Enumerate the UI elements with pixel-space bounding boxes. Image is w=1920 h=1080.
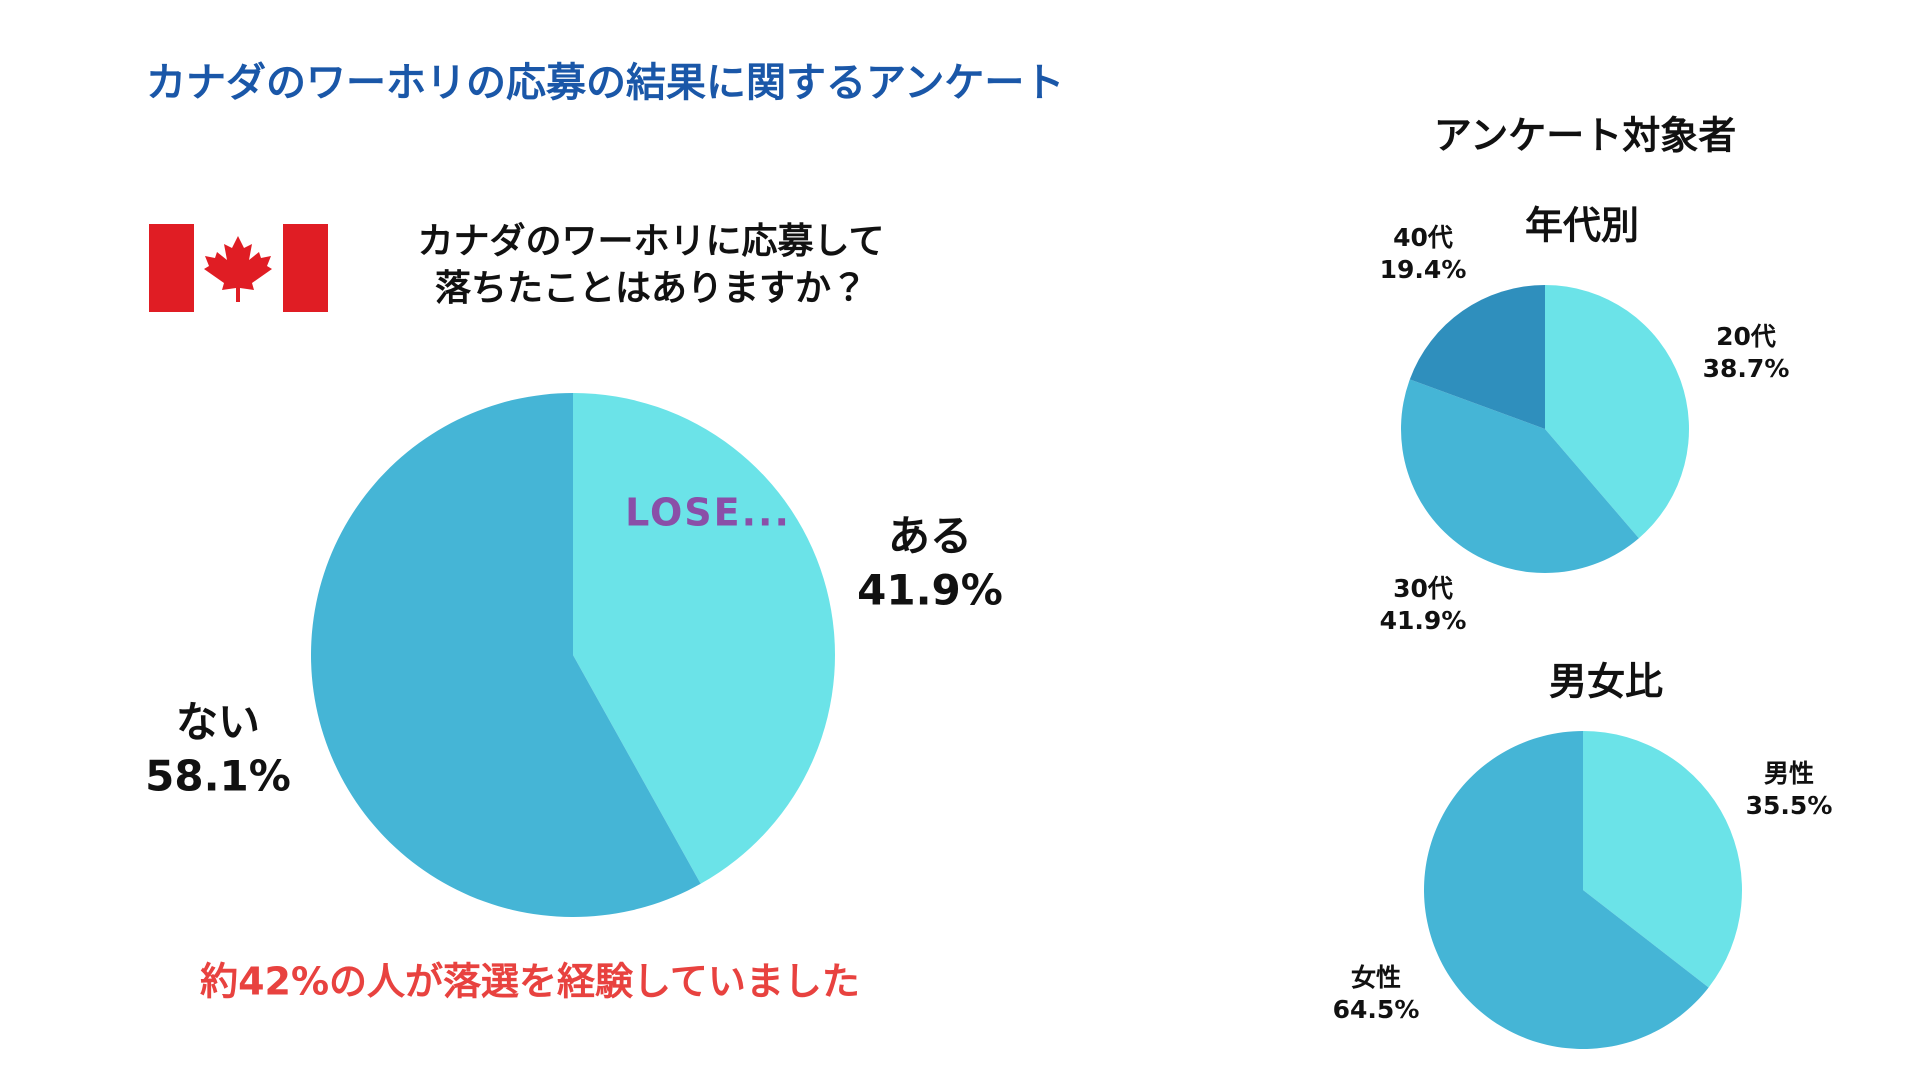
category-label: 20代 xyxy=(1716,321,1776,351)
value-label: 38.7% xyxy=(1702,354,1790,383)
category-label: 男性 xyxy=(1763,758,1815,788)
pie-slice xyxy=(1409,285,1545,429)
pie-slice xyxy=(1583,731,1742,988)
pie-slice xyxy=(1545,285,1689,539)
pie-slice xyxy=(310,393,701,917)
note: 約42%の人が落選を経験していました xyxy=(200,959,860,1004)
pie-slice xyxy=(573,393,835,884)
category-label: ある xyxy=(887,511,973,561)
pie-slice xyxy=(1423,731,1709,1049)
value-label: 19.4% xyxy=(1379,255,1467,284)
value-label: 41.9% xyxy=(1379,606,1467,635)
chart-title: 男女比 xyxy=(1548,659,1664,704)
category-label: 30代 xyxy=(1393,573,1453,603)
canada-flag xyxy=(149,224,328,312)
value-label: 64.5% xyxy=(1332,995,1420,1024)
sidebar-title: アンケート対象者 xyxy=(1433,113,1737,158)
category-label: 40代 xyxy=(1393,222,1453,252)
value-label: 58.1% xyxy=(145,752,291,801)
category-label: ない xyxy=(175,697,261,747)
illustration-text: LOSE... xyxy=(625,490,791,535)
value-label: 35.5% xyxy=(1745,791,1833,820)
page-title: カナダのワーホリの応募の結果に関するアンケート xyxy=(146,60,1065,106)
chart-title: 年代別 xyxy=(1524,203,1640,248)
chart-title: カナダのワーホリに応募して 落ちたことはありますか？ xyxy=(417,221,885,309)
pie-slice xyxy=(1401,379,1639,573)
value-label: 41.9% xyxy=(857,566,1003,615)
category-label: 女性 xyxy=(1350,962,1402,992)
